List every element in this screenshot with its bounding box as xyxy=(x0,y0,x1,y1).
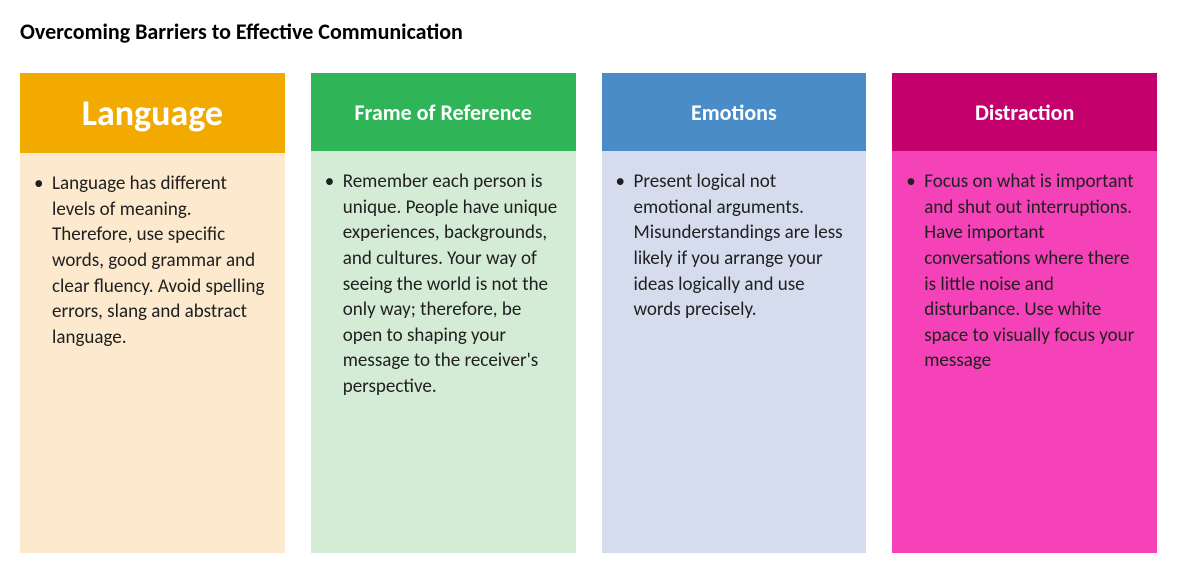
column-bullet: Focus on what is important and shut out … xyxy=(906,169,1143,374)
column-body-distraction: Focus on what is important and shut out … xyxy=(892,151,1157,553)
column-body-frame-of-reference: Remember each person is unique. People h… xyxy=(311,151,576,553)
column-distraction: Distraction Focus on what is important a… xyxy=(892,73,1157,553)
column-bullet: Present logical not emotional arguments.… xyxy=(616,169,853,323)
column-header-frame-of-reference: Frame of Reference xyxy=(311,73,576,151)
column-bullet: Remember each person is unique. People h… xyxy=(325,169,562,400)
column-bullet: Language has different levels of meaning… xyxy=(34,171,271,350)
column-body-emotions: Present logical not emotional arguments.… xyxy=(602,151,867,553)
column-body-language: Language has different levels of meaning… xyxy=(20,153,285,553)
column-header-language: Language xyxy=(20,73,285,153)
page-title: Overcoming Barriers to Effective Communi… xyxy=(20,18,1157,45)
column-language: Language Language has different levels o… xyxy=(20,73,285,553)
column-emotions: Emotions Present logical not emotional a… xyxy=(602,73,867,553)
columns-container: Language Language has different levels o… xyxy=(20,73,1157,553)
column-header-emotions: Emotions xyxy=(602,73,867,151)
column-frame-of-reference: Frame of Reference Remember each person … xyxy=(311,73,576,553)
column-header-distraction: Distraction xyxy=(892,73,1157,151)
